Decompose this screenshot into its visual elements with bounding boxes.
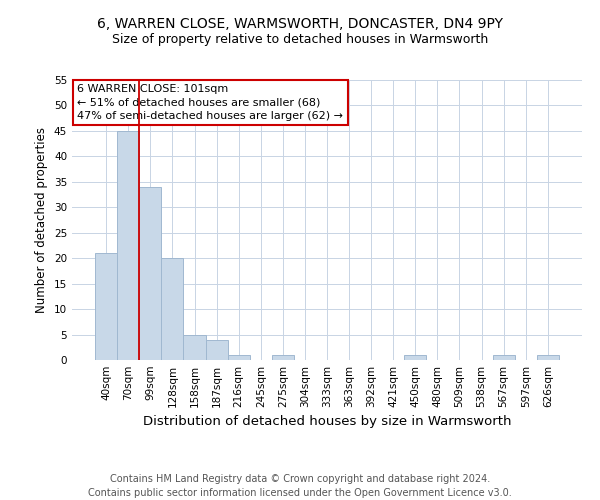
Text: 6, WARREN CLOSE, WARMSWORTH, DONCASTER, DN4 9PY: 6, WARREN CLOSE, WARMSWORTH, DONCASTER, …	[97, 18, 503, 32]
Text: 6 WARREN CLOSE: 101sqm
← 51% of detached houses are smaller (68)
47% of semi-det: 6 WARREN CLOSE: 101sqm ← 51% of detached…	[77, 84, 343, 120]
Bar	[139, 187, 161, 360]
Bar	[227, 355, 250, 360]
Text: Size of property relative to detached houses in Warmsworth: Size of property relative to detached ho…	[112, 32, 488, 46]
Bar	[272, 355, 294, 360]
Bar	[95, 253, 117, 360]
Bar	[117, 131, 139, 360]
Bar	[161, 258, 184, 360]
Y-axis label: Number of detached properties: Number of detached properties	[35, 127, 49, 313]
Bar	[206, 340, 227, 360]
Bar	[404, 355, 427, 360]
X-axis label: Distribution of detached houses by size in Warmsworth: Distribution of detached houses by size …	[143, 416, 511, 428]
Bar	[184, 334, 206, 360]
Bar	[537, 355, 559, 360]
Text: Contains HM Land Registry data © Crown copyright and database right 2024.
Contai: Contains HM Land Registry data © Crown c…	[88, 474, 512, 498]
Bar	[493, 355, 515, 360]
